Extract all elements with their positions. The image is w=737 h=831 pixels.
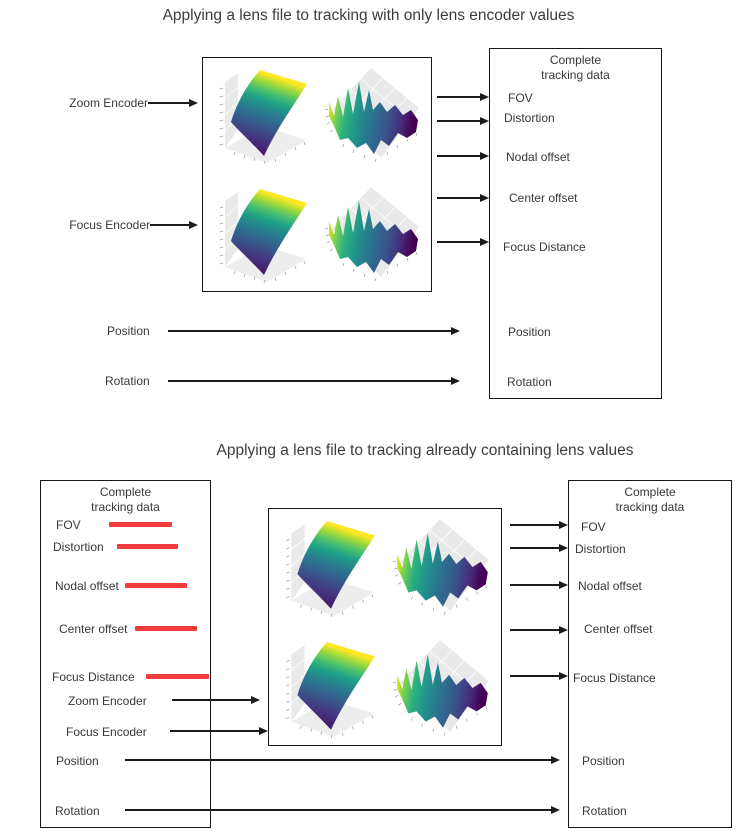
- item-fov: FOV: [56, 518, 81, 532]
- item-rotation: Rotation: [507, 375, 552, 389]
- item-zoom-encoder: Zoom Encoder: [68, 694, 147, 708]
- arrow-focus-distance: [510, 675, 560, 677]
- strikethrough-bar-center-offset: [135, 626, 197, 631]
- surface-plot-jagged: [317, 58, 431, 177]
- tracking-box-header: Complete tracking data: [615, 485, 685, 514]
- arrow-focus-encoder-to-lens-file: [170, 730, 260, 732]
- arrow-distortion: [437, 120, 481, 122]
- arrow-rotation-passthrough: [125, 809, 552, 811]
- diagram-top-title: Applying a lens file to tracking with on…: [162, 7, 575, 24]
- label-rotation: Rotation: [105, 374, 150, 388]
- arrow-fov: [510, 524, 560, 526]
- tracking-box-header: Complete tracking data: [541, 53, 610, 82]
- item-position: Position: [508, 325, 551, 339]
- arrow-position-passthrough: [125, 759, 552, 761]
- surface-plot-smooth: [203, 177, 317, 296]
- item-center-offset: Center offset: [59, 622, 128, 636]
- item-distortion: Distortion: [504, 111, 555, 125]
- strikethrough-bar-nodal-offset: [125, 583, 187, 588]
- item-center-offset: Center offset: [509, 191, 578, 205]
- surface-plot-jagged: [385, 509, 501, 630]
- item-distortion: Distortion: [575, 542, 626, 556]
- surface-plot-grid: [203, 58, 431, 291]
- lens-file-box: [268, 508, 502, 746]
- surface-plot-smooth: [269, 509, 385, 630]
- tracking-data-box-top: Complete tracking data FOV Distortion No…: [489, 48, 662, 399]
- lens-file-box: [202, 57, 432, 292]
- tracking-data-box-result: Complete tracking data FOV Distortion No…: [568, 480, 732, 828]
- surface-plot-smooth: [269, 630, 385, 751]
- item-nodal-offset: Nodal offset: [578, 579, 642, 593]
- item-nodal-offset: Nodal offset: [55, 579, 119, 593]
- label-zoom-encoder: Zoom Encoder: [69, 96, 148, 110]
- label-position: Position: [107, 324, 150, 338]
- tracking-data-box-source: Complete tracking data FOV Distortion No…: [40, 480, 211, 828]
- item-focus-distance: Focus Distance: [52, 670, 135, 684]
- arrow-nodal-offset: [510, 584, 560, 586]
- arrow-rotation-passthrough: [168, 380, 452, 382]
- item-focus-distance: Focus Distance: [503, 240, 586, 254]
- item-fov: FOV: [508, 91, 533, 105]
- item-focus-distance: Focus Distance: [573, 671, 656, 685]
- arrow-nodal-offset: [437, 155, 481, 157]
- diagram-bottom-title: Applying a lens file to tracking already…: [216, 442, 634, 459]
- item-distortion: Distortion: [53, 540, 104, 554]
- surface-plot-grid: [269, 509, 501, 745]
- surface-plot-jagged: [317, 177, 431, 296]
- item-rotation: Rotation: [582, 804, 627, 818]
- arrow-zoom-encoder-to-lens-file: [172, 699, 252, 701]
- strikethrough-bar-distortion: [117, 544, 178, 549]
- arrow-center-offset: [437, 197, 481, 199]
- arrow-zoom-encoder-to-lens-file: [148, 102, 190, 104]
- item-center-offset: Center offset: [584, 622, 653, 636]
- item-rotation: Rotation: [55, 804, 100, 818]
- item-position: Position: [582, 754, 625, 768]
- arrow-focus-distance: [437, 241, 481, 243]
- arrow-fov: [437, 96, 481, 98]
- strikethrough-bar-focus-distance: [146, 674, 209, 679]
- item-position: Position: [56, 754, 99, 768]
- surface-plot-jagged: [385, 630, 501, 751]
- tracking-box-header: Complete tracking data: [91, 485, 160, 514]
- item-fov: FOV: [581, 520, 606, 534]
- arrow-focus-encoder-to-lens-file: [150, 224, 190, 226]
- strikethrough-bar-fov: [109, 522, 172, 527]
- item-nodal-offset: Nodal offset: [506, 150, 570, 164]
- surface-plot-smooth: [203, 58, 317, 177]
- item-focus-encoder: Focus Encoder: [66, 725, 147, 739]
- arrow-center-offset: [510, 629, 560, 631]
- arrow-position-passthrough: [168, 330, 452, 332]
- label-focus-encoder: Focus Encoder: [69, 218, 150, 232]
- arrow-distortion: [510, 547, 560, 549]
